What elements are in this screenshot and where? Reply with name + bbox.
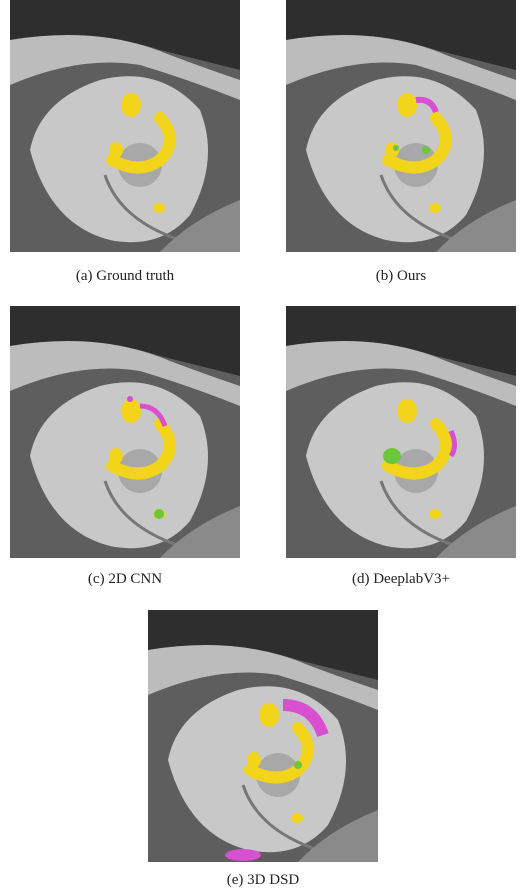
scan-image — [10, 306, 240, 558]
segment — [109, 142, 123, 158]
segment — [121, 399, 141, 423]
segment — [121, 93, 141, 117]
segment — [291, 813, 303, 823]
error-overlay — [225, 849, 261, 861]
panel-caption: (d) DeeplabV3+ — [286, 571, 516, 588]
scan-image — [286, 306, 516, 558]
panel-caption: (b) Ours — [286, 268, 516, 285]
segment — [247, 752, 261, 768]
error-overlay — [422, 146, 430, 154]
figure-page: (a) Ground truth (b) Ours (c) 2D CNN (d)… — [0, 0, 527, 896]
segment — [397, 93, 417, 117]
segment — [109, 448, 123, 464]
segment — [429, 509, 441, 519]
panel-caption: (a) Ground truth — [10, 268, 240, 285]
segment — [429, 203, 441, 213]
error-overlay — [127, 396, 133, 402]
segment — [153, 203, 165, 213]
scan-image — [148, 610, 378, 862]
segment — [397, 399, 417, 423]
error-overlay — [393, 145, 399, 151]
segment — [259, 703, 279, 727]
error-overlay — [383, 448, 401, 464]
scan-image — [286, 0, 516, 252]
panel-caption: (e) 3D DSD — [148, 872, 378, 889]
error-overlay — [154, 509, 164, 519]
scan-image — [10, 0, 240, 252]
error-overlay — [294, 761, 302, 769]
panel-caption: (c) 2D CNN — [10, 571, 240, 588]
